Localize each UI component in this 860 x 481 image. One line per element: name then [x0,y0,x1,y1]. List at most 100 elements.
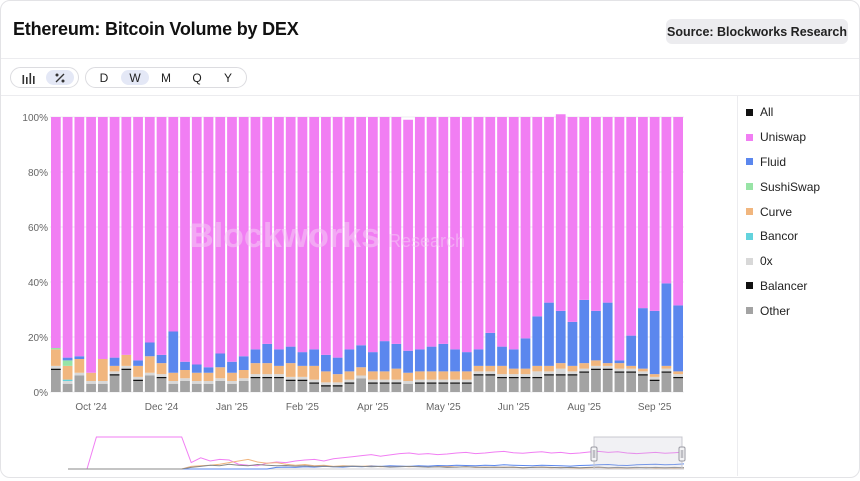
bar-segment-other[interactable] [97,383,108,392]
bar-segment-curve[interactable] [109,365,120,372]
bar-segment-other[interactable] [497,378,507,392]
bar-segment-curve[interactable] [544,365,554,372]
bar-segment-0x[interactable] [97,381,108,384]
bar-segment-balancer[interactable] [297,379,308,381]
legend-item-0x[interactable]: 0x [746,249,856,274]
bar-segment-other[interactable] [461,383,472,392]
bar-segment-balancer[interactable] [285,379,296,381]
bar-segment-other[interactable] [520,378,531,392]
bar-segment-uniswap[interactable] [602,117,613,303]
bar-segment-other[interactable] [109,375,120,393]
bar-segment-uniswap[interactable] [262,117,273,344]
bar-segment-balancer[interactable] [649,379,660,381]
bar-segment-0x[interactable] [51,365,61,369]
bar-segment-other[interactable] [438,383,449,392]
bar-segment-balancer[interactable] [321,385,331,387]
bar-segment-uniswap[interactable] [473,117,484,350]
bar-segment-uniswap[interactable] [368,117,378,353]
bar-segment-other[interactable] [121,370,132,392]
bar-segment-balancer[interactable] [414,382,425,384]
bar-segment-other[interactable] [485,375,496,393]
bar-segment-curve[interactable] [297,365,308,377]
bar-segment-fluid[interactable] [62,357,73,361]
bar-segment-balancer[interactable] [473,374,484,376]
bar-segment-curve[interactable] [626,365,637,369]
bar-segment-uniswap[interactable] [520,117,531,339]
bar-segment-0x[interactable] [520,374,531,377]
bar-segment-balancer[interactable] [156,376,167,379]
bar-segment-fluid[interactable] [274,349,284,366]
bar-segment-0x[interactable] [133,376,143,380]
bar-segment-uniswap[interactable] [238,117,249,357]
bar-segment-fluid[interactable] [567,321,578,366]
bar-segment-0x[interactable] [238,378,249,381]
bar-segment-uniswap[interactable] [661,117,672,284]
bar-segment-0x[interactable] [203,381,214,384]
bar-segment-curve[interactable] [344,371,355,380]
bar-segment-other[interactable] [673,378,683,392]
bar-segment-fluid[interactable] [180,361,190,370]
bar-segment-fluid[interactable] [74,356,85,359]
legend-item-bancor[interactable]: Bancor [746,224,856,249]
bar-segment-other[interactable] [450,383,460,392]
bar-segment-0x[interactable] [309,379,320,383]
bar-segment-uniswap[interactable] [74,117,85,357]
interval-y-button[interactable]: Y [223,70,232,85]
bar-segment-balancer[interactable] [614,371,625,373]
bar-segment-fluid[interactable] [414,349,425,372]
bar-segment-curve[interactable] [508,368,519,375]
bar-segment-sushiswap[interactable] [62,360,73,366]
bar-segment-fluid[interactable] [461,352,472,372]
bar-segment-uniswap[interactable] [591,117,601,311]
bar-segment-uniswap[interactable] [532,117,543,317]
navigator-selection[interactable] [593,436,683,470]
bar-segment-fluid[interactable] [309,349,320,366]
bar-segment-curve[interactable] [661,365,672,369]
bar-segment-balancer[interactable] [379,382,390,384]
bar-segment-other[interactable] [191,383,202,392]
bar-segment-balancer[interactable] [250,376,261,379]
bar-segment-curve[interactable] [133,365,143,377]
bar-segment-uniswap[interactable] [144,117,155,343]
bar-segment-curve[interactable] [262,363,273,375]
bar-segment-curve[interactable] [391,368,402,380]
interval-w-button[interactable]: W [121,70,149,85]
bar-segment-uniswap[interactable] [391,117,402,344]
bar-segment-other[interactable] [344,383,355,392]
bar-segment-0x[interactable] [532,371,543,377]
bar-segment-uniswap[interactable] [180,117,190,362]
bar-segment-uniswap[interactable] [379,117,390,342]
bar-segment-other[interactable] [532,378,543,392]
bar-segment-curve[interactable] [450,371,460,380]
bar-segment-0x[interactable] [602,365,613,369]
bar-segment-uniswap[interactable] [274,117,284,350]
bar-segment-other[interactable] [297,381,308,392]
bar-segment-other[interactable] [180,381,190,392]
bar-segment-curve[interactable] [156,363,167,375]
bar-segment-0x[interactable] [356,375,366,379]
bar-segment-fluid[interactable] [215,353,226,368]
bar-segment-curve[interactable] [250,363,261,375]
bar-segment-other[interactable] [227,383,237,392]
bar-segment-0x[interactable] [262,374,273,377]
bar-segment-0x[interactable] [626,368,637,372]
bar-segment-balancer[interactable] [274,376,284,379]
bar-segment-0x[interactable] [62,381,73,384]
bar-segment-0x[interactable] [321,382,331,386]
bar-segment-0x[interactable] [191,381,202,384]
bar-segment-0x[interactable] [544,371,554,375]
bar-segment-balancer[interactable] [602,368,613,370]
bar-segment-0x[interactable] [109,371,120,375]
bar-segment-fluid[interactable] [473,349,484,366]
bar-segment-curve[interactable] [579,363,590,369]
bar-segment-curve[interactable] [555,363,566,369]
bar-segment-balancer[interactable] [262,376,273,379]
bar-segment-fluid[interactable] [227,361,237,373]
bar-segment-balancer[interactable] [638,374,648,376]
interval-m-button[interactable]: M [161,70,171,85]
bar-segment-0x[interactable] [567,371,578,375]
bar-segment-other[interactable] [579,372,590,392]
bar-segment-uniswap[interactable] [309,117,320,350]
bar-segment-other[interactable] [638,375,648,393]
bar-segment-uniswap[interactable] [508,117,519,350]
